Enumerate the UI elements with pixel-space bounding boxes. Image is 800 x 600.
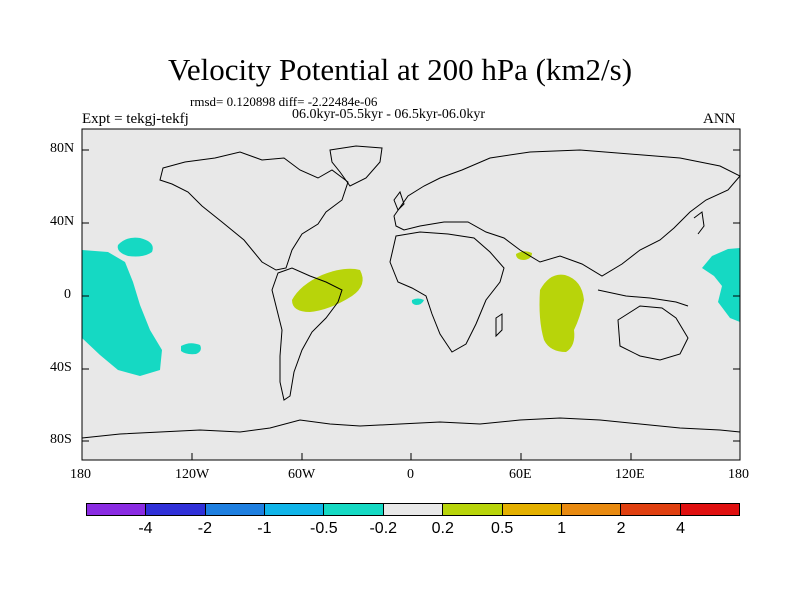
coastlines — [81, 145, 741, 439]
lon-label-60w: 60W — [288, 467, 316, 482]
colorbar-segment — [502, 504, 562, 515]
stats-text: rmsd= 0.120898 diff= -2.22484e-06 — [190, 94, 378, 109]
coastline-south-america — [271, 267, 343, 401]
colorbar-segment — [621, 504, 681, 515]
coastline-indonesia — [597, 289, 689, 307]
lat-label-80s: 80S — [50, 432, 72, 447]
positive-region-amazon-atlantic — [292, 268, 363, 312]
negative-region-gulf-guinea — [411, 298, 424, 305]
colorbar-label: 2 — [616, 520, 626, 537]
lon-label-120e: 120E — [615, 467, 645, 482]
positive-region-indian-ocean — [539, 274, 584, 352]
colorbar-segment — [146, 504, 206, 515]
colorbar-label: -0.2 — [369, 520, 398, 537]
colorbar-segment — [443, 504, 503, 515]
lon-ticks — [81, 453, 741, 460]
negative-region-central-pacific — [82, 250, 162, 376]
coastline-japan — [693, 211, 705, 235]
positive-anomaly-regions — [292, 251, 584, 352]
colorbar-segment — [265, 504, 325, 515]
lon-label-0: 0 — [407, 467, 414, 482]
lon-label-120w: 120W — [175, 467, 210, 482]
colorbar-label: -2 — [197, 520, 213, 537]
colorbar-segment — [561, 504, 622, 515]
colorbar-segment — [383, 504, 444, 515]
coastline-antarctica — [81, 417, 741, 439]
coastline-eurasia — [393, 149, 741, 277]
experiment-label: Expt = tekgj-tekfj — [82, 111, 189, 127]
colorbar-label: -0.5 — [310, 520, 338, 537]
positive-region-arabian-sea — [516, 251, 532, 260]
colorbar-label: -4 — [138, 520, 153, 537]
colorbar — [86, 503, 740, 516]
season-label: ANN — [703, 111, 736, 127]
period-text: 06.0kyr-05.5kyr - 06.5kyr-06.0kyr — [292, 107, 486, 122]
coastline-north-america — [159, 151, 349, 271]
lat-label-40s: 40S — [50, 360, 72, 375]
negative-region-south-pacific — [181, 343, 201, 355]
coastline-british-isles — [393, 190, 405, 211]
negative-anomaly-regions — [82, 237, 740, 376]
lat-label-80n: 80N — [50, 141, 75, 156]
negative-region-west-pacific — [702, 248, 740, 322]
lon-label-180e: 180 — [728, 467, 749, 482]
coastline-madagascar — [495, 313, 503, 338]
colorbar-segment — [205, 504, 266, 515]
coastline-africa — [389, 231, 505, 353]
coastline-australia — [617, 305, 689, 361]
lat-label-40n: 40N — [50, 214, 75, 229]
coastline-greenland — [329, 145, 383, 187]
colorbar-label: 1 — [557, 520, 567, 537]
map-background — [82, 129, 740, 460]
colorbar-segment — [87, 504, 147, 515]
colorbar-label: 0.2 — [431, 520, 454, 537]
lat-ticks — [82, 149, 740, 442]
lon-label-180w: 180 — [70, 467, 91, 482]
lon-label-60e: 60E — [509, 467, 532, 482]
colorbar-segment — [680, 504, 739, 515]
lat-label-equator: 0 — [64, 287, 71, 302]
colorbar-segment — [324, 504, 384, 515]
colorbar-label: 0.5 — [491, 520, 514, 537]
negative-region-north-pacific — [117, 237, 153, 257]
colorbar-label: -1 — [257, 520, 272, 537]
chart-title: Velocity Potential at 200 hPa (km2/s) — [167, 52, 633, 87]
colorbar-label: 4 — [676, 520, 685, 537]
